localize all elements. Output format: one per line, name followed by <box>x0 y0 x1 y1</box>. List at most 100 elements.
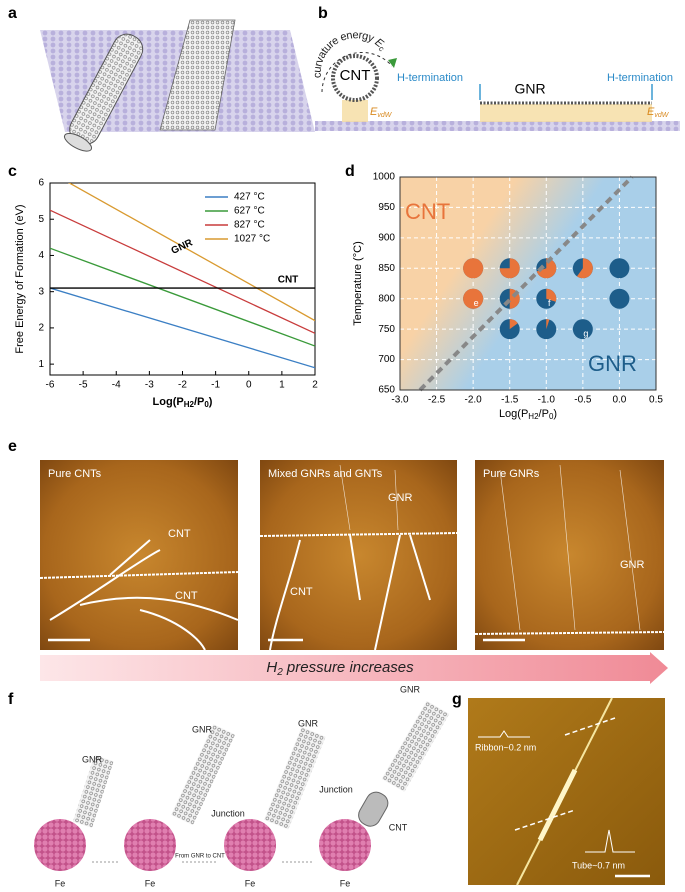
label-part: 0 <box>204 400 209 409</box>
panel-g-labels: Ribbon~0.2 nm Tube~0.7 nm <box>475 742 625 870</box>
x-tick-label: -2.5 <box>428 395 446 406</box>
cnt-label: CNT <box>340 67 371 84</box>
arrow-head <box>388 58 397 68</box>
y-tick-label: 800 <box>378 293 395 304</box>
y-tick-label: 850 <box>378 263 395 274</box>
annotation: GNR <box>170 237 195 257</box>
schematic-label: GNR <box>192 724 213 734</box>
profile <box>585 829 635 853</box>
panel-label: b <box>318 5 328 22</box>
afm-features <box>39 532 665 651</box>
pie-wedge <box>576 258 593 279</box>
schematic-label: Fe <box>245 878 256 888</box>
image-annotation: CNT <box>168 528 191 540</box>
image-title: Mixed GNRs and GNTs <box>268 468 383 480</box>
legend-label: 627 °C <box>234 206 265 217</box>
label-part: 2 <box>276 667 283 678</box>
x-tick-label: -1.0 <box>538 395 556 406</box>
axis-label: Log(PH2/P0) <box>153 396 213 409</box>
label-part: ) <box>553 408 557 420</box>
panel-labels: a b c d e f g <box>8 5 462 708</box>
label-part: ) <box>209 396 213 408</box>
pie-wedge <box>546 319 550 330</box>
nanoribbon <box>159 19 236 131</box>
image-title: Pure CNTs <box>48 468 102 480</box>
pie-wedge <box>509 319 518 330</box>
x-tick-label: -2 <box>178 380 187 391</box>
pie-wedge <box>546 288 557 302</box>
h-termination: H-termination <box>607 72 673 84</box>
series-line <box>68 183 315 322</box>
ribbon <box>171 724 236 826</box>
y-tick-label: 1 <box>38 359 44 370</box>
pie-base <box>609 288 630 309</box>
legend-label: 427 °C <box>234 192 265 203</box>
panel-b-image: CNT GNR H-termination H-termination curv… <box>311 29 680 131</box>
schematic-label: GNR <box>298 718 319 728</box>
panel-label: d <box>345 163 355 180</box>
x-tick-label: -2.0 <box>465 395 483 406</box>
profile-label: Tube~0.7 nm <box>572 860 625 870</box>
y-tick-label: 650 <box>378 385 395 396</box>
x-tick-label: 0 <box>246 380 252 391</box>
phase-boundary <box>418 175 634 392</box>
pie-wedge <box>463 258 484 279</box>
curvature-arc <box>321 51 393 93</box>
schematic-label: CNT <box>389 822 408 832</box>
schematic-label: Fe <box>55 878 66 888</box>
x-tick-label: -3.0 <box>391 395 409 406</box>
x-tick-label: -6 <box>46 380 55 391</box>
panel-a-image <box>40 19 315 152</box>
afm-image <box>40 460 238 650</box>
panel-label: c <box>8 163 17 180</box>
pressure-arrow <box>40 652 668 684</box>
x-tick-label: 0.5 <box>649 395 663 406</box>
pie-base <box>572 319 593 340</box>
y-axis-label: Free Energy of Formation (eV) <box>14 204 26 353</box>
y-tick-label: 700 <box>378 354 395 365</box>
y-tick-label: 900 <box>378 232 395 243</box>
evdw-label: EvdW <box>370 106 393 119</box>
series-line <box>50 287 315 369</box>
afm-image <box>260 460 457 650</box>
fe-particle <box>224 819 276 871</box>
y-tick-label: 950 <box>378 202 395 213</box>
tube <box>358 791 389 827</box>
label-part: E <box>370 106 378 118</box>
panel-e-labels: Pure CNTs Mixed GNRs and GNTs Pure GNRs CNT… <box>48 468 645 678</box>
ribbon <box>381 700 450 792</box>
y-tick-label: 5 <box>38 214 44 225</box>
gnr-traces <box>339 464 641 631</box>
x-tick-label: 0.0 <box>612 395 626 406</box>
region-label: GNR <box>588 351 637 376</box>
x-tick-label: -5 <box>79 380 88 391</box>
schematic-label: From GNR to CNT <box>175 854 225 860</box>
point-label: g <box>583 329 588 339</box>
panel-f-image <box>34 700 450 871</box>
label-part: pressure increases <box>283 659 414 676</box>
pie-wedge <box>463 288 484 309</box>
label-part: 0 <box>549 412 554 421</box>
plot-frame <box>49 182 316 376</box>
label-part: /P <box>194 396 204 408</box>
arrow-label: H2 pressure increases <box>266 659 414 678</box>
fe-particle <box>34 819 86 871</box>
x-tick-label: -3 <box>145 380 154 391</box>
profile-line <box>564 717 616 736</box>
label-part: vdW <box>377 112 392 119</box>
fe-particle <box>124 819 176 871</box>
y-tick-label: 750 <box>378 324 395 335</box>
label-part: vdW <box>654 112 669 119</box>
label-part: H <box>266 659 277 676</box>
image-title: Pure GNRs <box>483 468 540 480</box>
schematic-label: Junction <box>211 808 245 818</box>
fe-particle <box>319 819 371 871</box>
substrate <box>315 121 680 131</box>
y-axis-label: Temperature (°C) <box>352 241 364 325</box>
label-part: Log(P <box>153 396 184 408</box>
legend-label: 827 °C <box>234 220 265 231</box>
h-termination: H-termination <box>397 72 463 84</box>
label-part: Log(P <box>499 408 528 420</box>
vdw-region <box>480 104 652 122</box>
